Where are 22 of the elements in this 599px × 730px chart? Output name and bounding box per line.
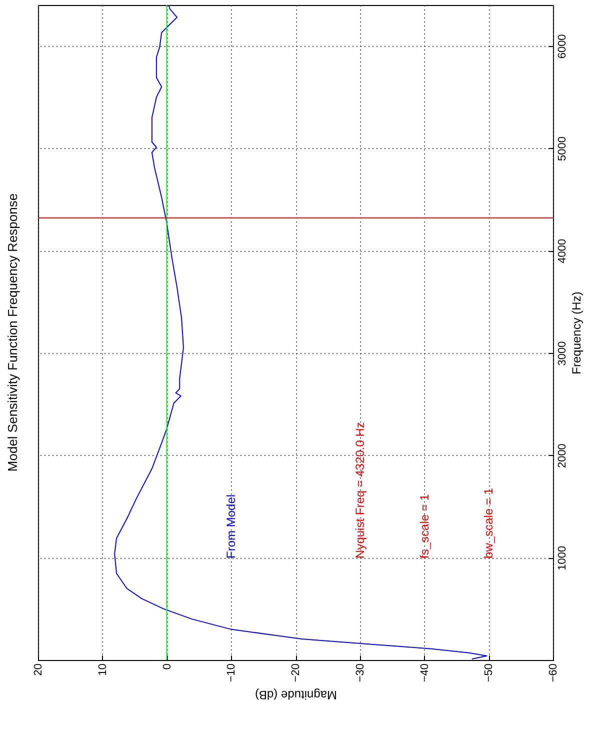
y-tick-label: 2000 <box>556 444 568 468</box>
annotation: Nyquist Freq = 4320.0 Hz <box>352 422 367 558</box>
x-tick-label: −50 <box>483 664 496 682</box>
text: Model Sensitivity Function Frequency Response <box>5 193 20 472</box>
y-tick-label: 3000 <box>556 341 568 366</box>
x-tick-label: 10 <box>96 664 109 676</box>
x-tick-label: −20 <box>290 664 302 682</box>
x-tick-label: 20 <box>32 664 44 676</box>
x-tick-label: −30 <box>354 664 366 682</box>
y-tick-label: 5000 <box>556 136 568 162</box>
y-axis-title: Frequency (Hz) <box>570 292 584 374</box>
y-tick-label: 1000 <box>556 546 568 570</box>
x-axis-title: Magnitude (dB) <box>254 688 338 702</box>
y-tick-label: 6000 <box>556 34 568 59</box>
y-tick-label: 4000 <box>556 238 568 264</box>
x-tick-label: −40 <box>418 664 431 682</box>
annotation: fs_scale = 1 <box>417 494 432 558</box>
x-tick-label: −10 <box>226 664 238 682</box>
x-tick-label: −60 <box>548 664 560 682</box>
text: From Model <box>224 494 238 558</box>
annotation: bw_scale = 1 <box>482 488 496 558</box>
x-tick-label: 0 <box>161 664 174 670</box>
